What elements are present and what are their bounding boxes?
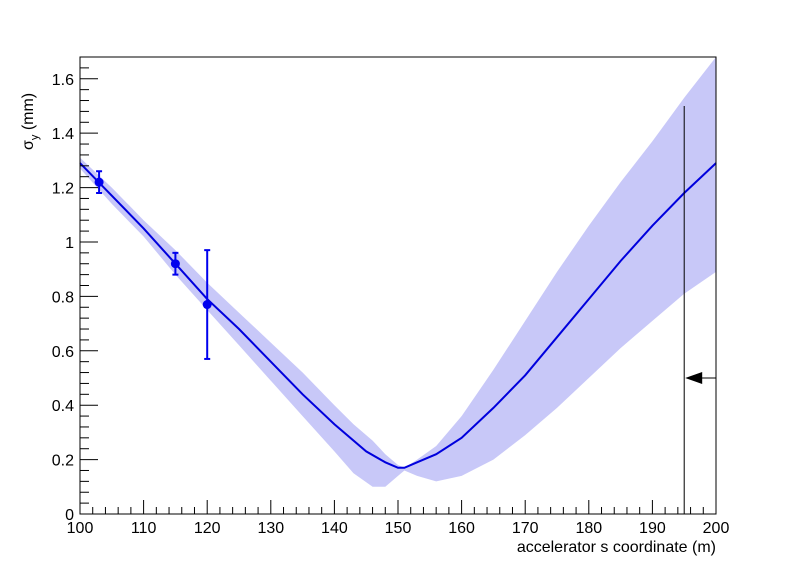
marker-layer (683, 105, 716, 514)
data-point-3 (202, 300, 212, 310)
fit-curve (79, 162, 717, 469)
x-tick-label: 170 (512, 520, 539, 537)
fit-curve-layer (79, 162, 717, 469)
x-tick-label: 150 (385, 520, 412, 537)
x-tick-label: 200 (703, 520, 730, 537)
data-points-layer (94, 170, 212, 360)
y-axis-ticks: 0 0.2 0.4 0.6 0.8 1 1.2 1.4 1.6 (52, 56, 98, 524)
y-tick-label: 0.6 (52, 344, 74, 361)
y-tick-label: 0 (65, 507, 74, 524)
y-axis-title-unit: (mm) (20, 93, 37, 135)
y-tick-label: 1.2 (52, 181, 74, 198)
x-tick-label: 180 (575, 520, 602, 537)
y-axis-title-symbol: σ (20, 140, 37, 150)
arrow-head (685, 371, 703, 384)
data-point-1 (94, 177, 104, 187)
y-tick-label: 0.8 (52, 289, 74, 306)
confidence-band (80, 57, 716, 487)
x-tick-label: 160 (448, 520, 475, 537)
confidence-band-layer (80, 57, 716, 487)
y-tick-label: 0.2 (52, 453, 74, 470)
y-tick-label: 1 (65, 235, 74, 252)
x-axis-title: accelerator s coordinate (m) (517, 539, 716, 556)
x-tick-label: 190 (639, 520, 666, 537)
x-tick-label: 140 (321, 520, 348, 537)
y-tick-label: 0.4 (52, 398, 74, 415)
y-axis-title: σy (mm) (20, 93, 41, 150)
x-tick-label: 130 (257, 520, 284, 537)
y-tick-label: 1.6 (52, 72, 74, 89)
x-tick-label: 120 (194, 520, 221, 537)
y-axis-title-subscript: y (29, 134, 41, 140)
y-tick-label: 1.4 (52, 126, 74, 143)
data-point-2 (170, 259, 180, 269)
x-axis-ticks: 100 110 120 130 140 150 160 170 180 190 200 (67, 500, 730, 537)
x-tick-label: 100 (67, 520, 94, 537)
x-tick-label: 110 (131, 520, 157, 537)
